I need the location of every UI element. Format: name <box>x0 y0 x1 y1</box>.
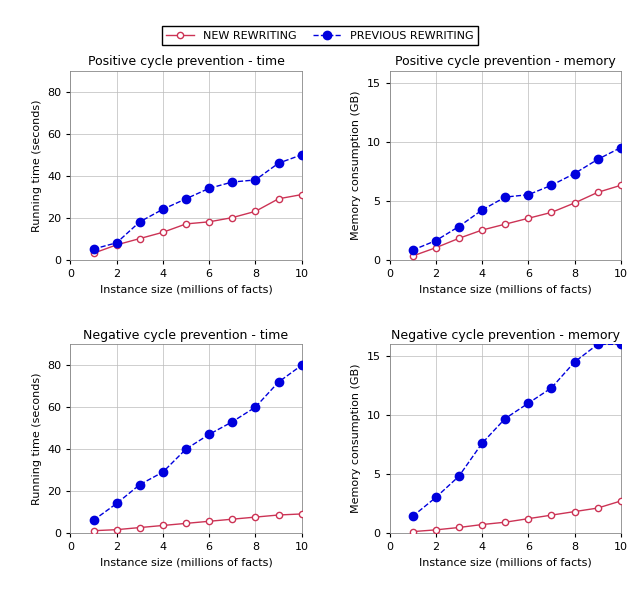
Title: Negative cycle prevention - time: Negative cycle prevention - time <box>83 329 289 342</box>
Title: Positive cycle prevention - time: Positive cycle prevention - time <box>88 56 284 69</box>
Y-axis label: Running time (seconds): Running time (seconds) <box>32 99 42 231</box>
Title: Positive cycle prevention - memory: Positive cycle prevention - memory <box>395 56 616 69</box>
X-axis label: Instance size (millions of facts): Instance size (millions of facts) <box>100 284 273 294</box>
Y-axis label: Running time (seconds): Running time (seconds) <box>32 372 42 505</box>
Title: Negative cycle prevention - memory: Negative cycle prevention - memory <box>390 329 620 342</box>
X-axis label: Instance size (millions of facts): Instance size (millions of facts) <box>100 558 273 567</box>
Legend: NEW REWRITING, PREVIOUS REWRITING: NEW REWRITING, PREVIOUS REWRITING <box>162 26 478 45</box>
Y-axis label: Memory consumption (GB): Memory consumption (GB) <box>351 91 361 240</box>
X-axis label: Instance size (millions of facts): Instance size (millions of facts) <box>419 284 591 294</box>
Y-axis label: Memory consumption (GB): Memory consumption (GB) <box>351 364 361 513</box>
X-axis label: Instance size (millions of facts): Instance size (millions of facts) <box>419 558 591 567</box>
